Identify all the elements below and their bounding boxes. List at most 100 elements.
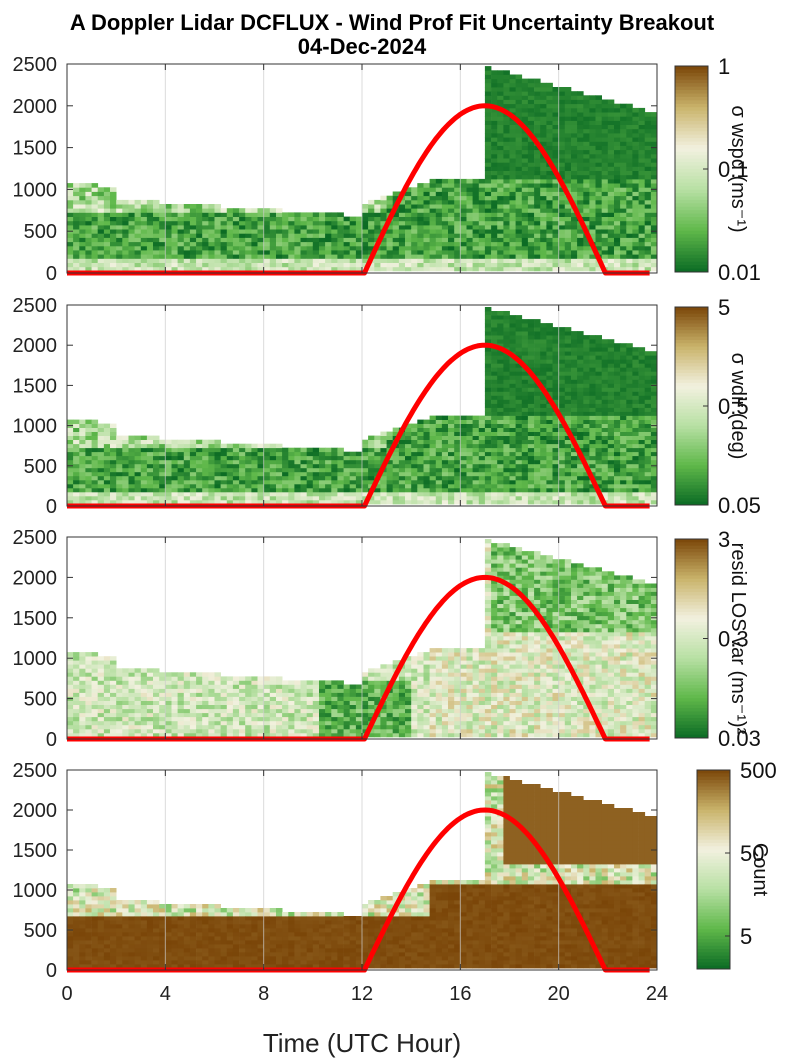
heatmap-cell [454,495,461,501]
heatmap-cell [128,250,135,255]
heatmap-cell [171,212,178,217]
heatmap-cell [417,455,424,461]
heatmap-cell [583,258,590,263]
heatmap-cell [558,500,566,505]
heatmap-cell [380,455,387,461]
heatmap-cell [626,195,633,201]
heatmap-cell [521,82,529,88]
heatmap-cell [392,467,400,473]
heatmap-cell [146,199,154,205]
heatmap-cell [208,258,215,263]
heatmap-cell [503,439,510,445]
heatmap-cell [97,463,105,469]
heatmap-cell [386,459,394,465]
heatmap-cell [601,99,609,105]
heatmap-cell [620,137,627,142]
heatmap-cell [638,415,646,420]
heatmap-cell [564,166,572,171]
heatmap-cell [626,178,633,184]
heatmap-cell [583,391,590,396]
heatmap-cell [509,339,516,344]
heatmap-cell [85,266,92,272]
heatmap-cell [214,459,221,465]
heatmap-cell [595,237,602,243]
heatmap-cell [534,254,541,259]
heatmap-cell [97,258,105,263]
heatmap-cell [503,166,510,171]
heatmap-cell [349,459,357,465]
heatmap-cell [214,447,221,453]
heatmap-cell [417,419,424,424]
heatmap-cell [614,351,621,356]
heatmap-cell [91,183,99,188]
heatmap-cell [509,319,516,324]
heatmap-cell [607,447,615,453]
heatmap-cell [595,141,602,146]
heatmap-cell [97,491,105,497]
heatmap-cell [337,455,344,461]
heatmap-cell [491,359,498,364]
heatmap-cell [171,455,178,461]
heatmap-cell [558,443,566,449]
heatmap-cell [527,120,535,125]
heatmap-cell [368,435,375,440]
heatmap-cell [571,423,578,428]
heatmap-cell [583,137,590,142]
heatmap-cell [527,245,535,251]
heatmap-cell [527,459,535,465]
heatmap-cell [527,495,535,501]
heatmap-cell [220,208,228,213]
heatmap-cell [386,471,394,477]
heatmap-cell [607,495,615,501]
heatmap-cell [552,491,559,497]
colorbar-swatch [675,432,708,437]
heatmap-cell [509,91,516,96]
heatmap-cell [392,500,400,505]
heatmap-cell [491,455,498,461]
heatmap-cell [571,137,578,142]
heatmap-cell [638,112,646,117]
heatmap-cell [521,133,529,138]
heatmap-cell [632,137,639,142]
heatmap-cell [362,233,369,238]
heatmap-cell [534,443,541,449]
heatmap-cell [491,419,498,424]
heatmap-cell [614,467,621,473]
y-tick-label: 500 [24,456,57,478]
heatmap-cell [392,220,400,226]
heatmap-cell [282,459,289,465]
heatmap-cell [638,116,646,121]
heatmap-cell [595,212,602,217]
heatmap-cell [189,467,197,473]
heatmap-cell [577,204,584,209]
heatmap-cell [527,208,535,213]
heatmap-cell [527,471,535,477]
heatmap-cell [276,250,283,255]
heatmap-cell [214,266,221,272]
heatmap-cell [386,467,394,473]
heatmap-cell [626,395,633,400]
heatmap-cell [583,395,590,400]
heatmap-cell [601,245,609,251]
heatmap-cell [441,241,449,247]
heatmap-cell [97,495,105,501]
heatmap-cell [491,120,498,125]
heatmap-cell [558,339,566,344]
heatmap-cell [540,133,547,138]
heatmap-cell [497,407,504,412]
heatmap-cell [614,500,621,505]
heatmap-cell [202,443,209,449]
heatmap-cell [466,229,473,234]
heatmap-cell [214,463,221,469]
heatmap-cell [73,463,80,469]
heatmap-cell [558,371,566,376]
heatmap-cell [558,363,566,368]
heatmap-cell [497,363,504,368]
heatmap-cell [546,187,553,192]
heatmap-cell [67,483,74,489]
colorbar-swatch [675,373,708,377]
heatmap-cell [177,241,185,247]
heatmap-cell [644,149,652,155]
heatmap-cell [650,431,658,436]
heatmap-cell [546,335,553,340]
